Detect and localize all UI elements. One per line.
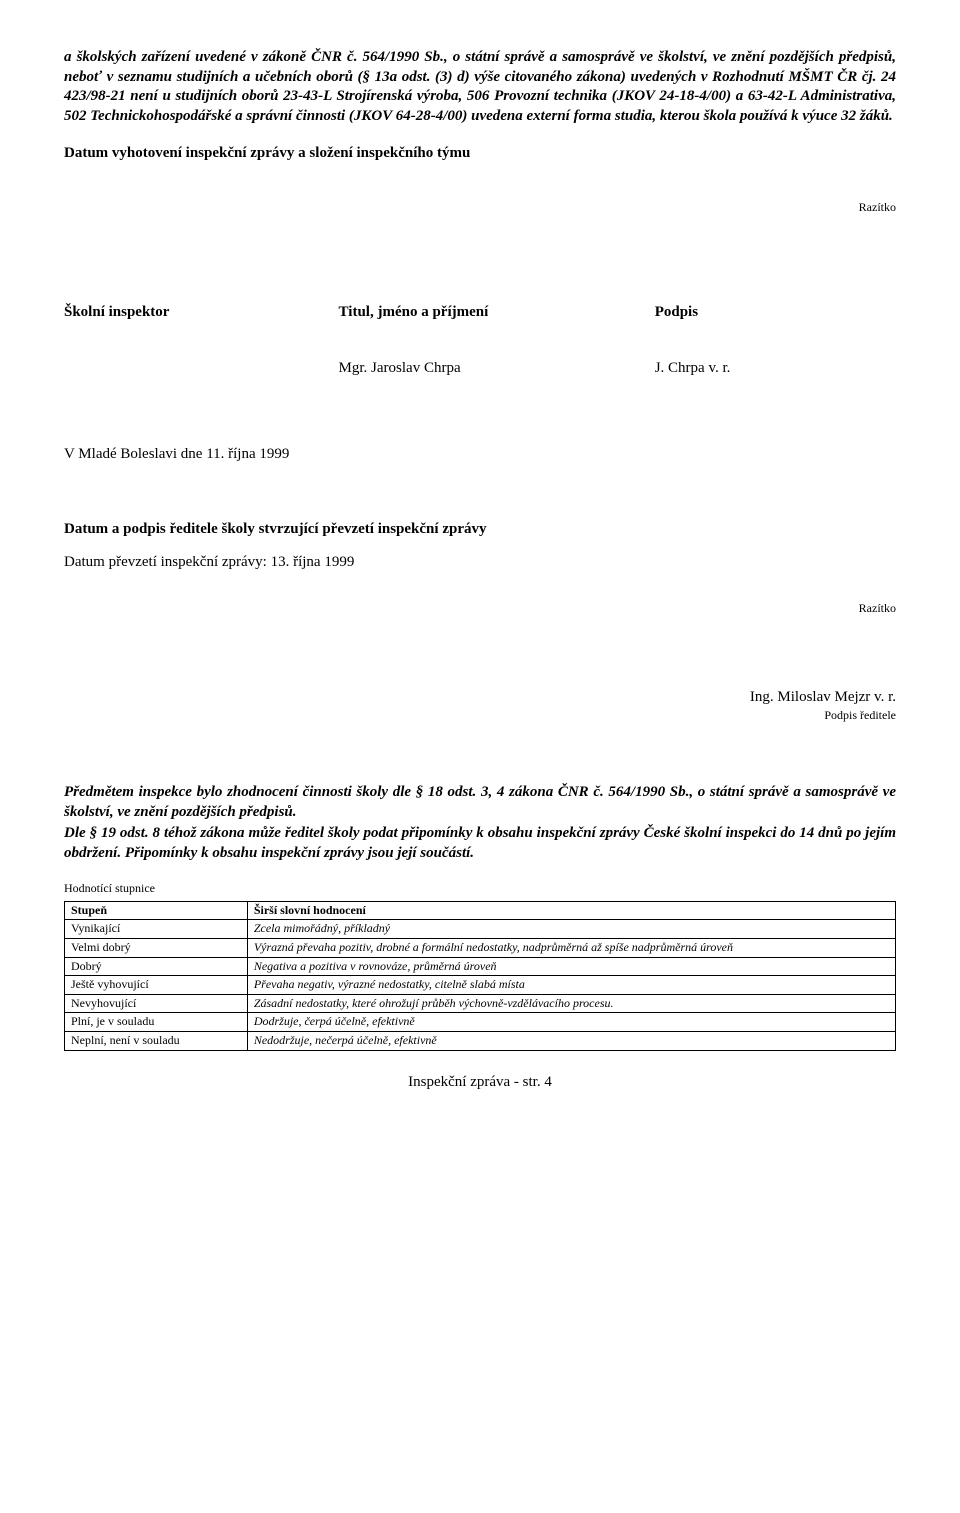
subject-paragraph-2: Dle § 19 odst. 8 téhož zákona může ředit… — [64, 824, 896, 863]
table-header-row: Stupeň Širší slovní hodnocení — [65, 901, 896, 920]
table-row: Velmi dobrýVýrazná převaha pozitiv, drob… — [65, 939, 896, 958]
inspector-name: Mgr. Jaroslav Chrpa — [339, 359, 655, 379]
director-signature-block: Ing. Miloslav Mejzr v. r. Podpis ředitel… — [64, 688, 896, 723]
inspector-col3-label: Podpis — [655, 303, 896, 323]
table-row: Plní, je v souladuDodržuje, čerpá účelně… — [65, 1013, 896, 1032]
table-header-col1: Stupeň — [65, 901, 248, 920]
razitko-1: Razítko — [64, 200, 896, 216]
inspector-signature: J. Chrpa v. r. — [655, 359, 896, 379]
subject-paragraph-1: Předmětem inspekce bylo zhodnocení činno… — [64, 783, 896, 822]
page-footer: Inspekční zpráva - str. 4 — [64, 1073, 896, 1093]
inspector-col2-label: Titul, jméno a příjmení — [339, 303, 655, 323]
rating-scale-table: Stupeň Širší slovní hodnocení Vynikající… — [64, 901, 896, 1051]
table-row: NevyhovujícíZásadní nedostatky, které oh… — [65, 994, 896, 1013]
rating-scale-title: Hodnotící stupnice — [64, 881, 896, 897]
table-header-col2: Širší slovní hodnocení — [247, 901, 895, 920]
inspector-headers: Školní inspektor Titul, jméno a příjmení… — [64, 303, 896, 323]
director-heading: Datum a podpis ředitele školy stvrzující… — [64, 520, 896, 540]
director-signature: Ing. Miloslav Mejzr v. r. — [64, 688, 896, 708]
inspector-row: Mgr. Jaroslav Chrpa J. Chrpa v. r. — [64, 359, 896, 379]
director-role: Podpis ředitele — [64, 708, 896, 724]
razitko-2: Razítko — [64, 601, 896, 617]
place-date: V Mladé Boleslavi dne 11. října 1999 — [64, 445, 896, 465]
intro-paragraph: a školských zařízení uvedené v zákoně ČN… — [64, 48, 896, 126]
table-row: Neplní, není v souladuNedodržuje, nečerp… — [65, 1032, 896, 1051]
report-date-heading: Datum vyhotovení inspekční zprávy a slož… — [64, 144, 896, 164]
table-row: Ještě vyhovujícíPřevaha negativ, výrazné… — [65, 976, 896, 995]
table-row: VynikajícíZcela mimořádný, příkladný — [65, 920, 896, 939]
inspector-col1-label: Školní inspektor — [64, 303, 339, 323]
table-row: DobrýNegativa a pozitiva v rovnováze, pr… — [65, 957, 896, 976]
director-receipt-date: Datum převzetí inspekční zprávy: 13. říj… — [64, 553, 896, 573]
